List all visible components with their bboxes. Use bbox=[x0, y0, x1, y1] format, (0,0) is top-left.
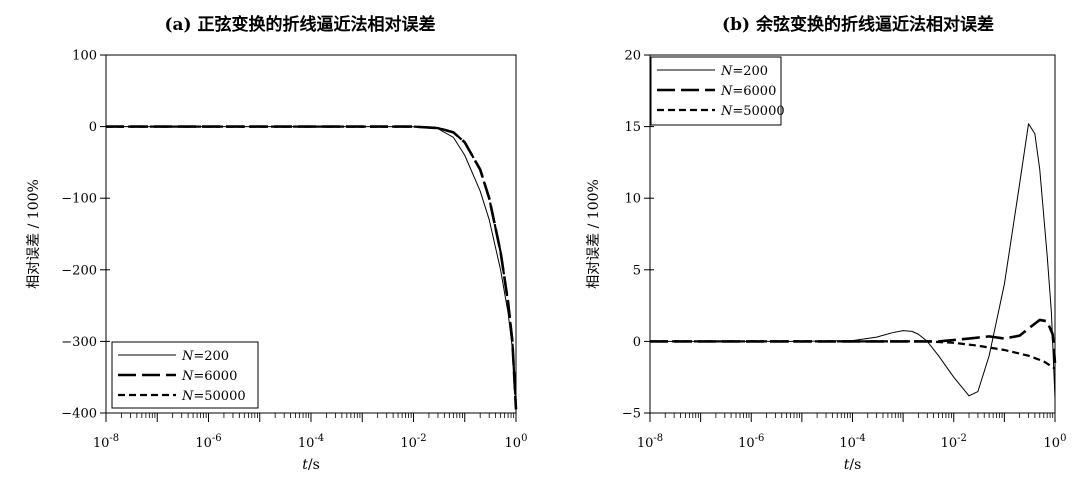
x-tick-label: 10-6 bbox=[195, 433, 221, 451]
y-tick-label: 10 bbox=[624, 192, 641, 207]
legend-label: N=50000 bbox=[181, 389, 246, 404]
x-tick-label: 10-6 bbox=[738, 433, 764, 451]
series-line-n-50000 bbox=[106, 125, 518, 410]
legend-label: N=200 bbox=[720, 64, 768, 79]
chart-b: (b) 余弦变换的折线逼近法相对误差 20 15 10 5 0 −5 10-8 10-6 10-4… bbox=[586, 14, 1066, 473]
chart-a: (a) 正弦变换的折线逼近法相对误差 100 0 −100 −200 −300 −400 10… bbox=[26, 14, 527, 473]
y-tick-label: −100 bbox=[61, 192, 97, 207]
y-tick-label: 0 bbox=[633, 335, 641, 350]
x-axis-label: t/s bbox=[302, 457, 320, 473]
series-line-n-6000 bbox=[650, 318, 1057, 363]
x-axis-label: t/s bbox=[844, 457, 862, 473]
x-tick-label: 10-2 bbox=[400, 433, 426, 451]
legend-label: N=200 bbox=[181, 349, 229, 364]
y-axis-label: 相对误差 / 100% bbox=[586, 179, 602, 289]
y-tick-label: 15 bbox=[624, 120, 641, 135]
x-tick-label: 100 bbox=[1044, 433, 1067, 451]
y-axis-label: 相对误差 / 100% bbox=[26, 179, 42, 289]
series-line-n-50000 bbox=[650, 340, 1056, 370]
y-tick-label: 100 bbox=[72, 49, 97, 64]
y-tick-label: −200 bbox=[61, 263, 97, 278]
chart-title: (b) 余弦变换的折线逼近法相对误差 bbox=[722, 14, 994, 35]
x-tick-label: 10-4 bbox=[839, 433, 865, 451]
y-tick-label: 0 bbox=[89, 120, 97, 135]
legend-label: N=6000 bbox=[181, 369, 237, 384]
x-tick-label: 10-2 bbox=[941, 433, 967, 451]
x-tick-label: 10-4 bbox=[298, 433, 324, 451]
legend-box bbox=[111, 341, 259, 409]
y-tick-label: 20 bbox=[624, 49, 641, 64]
y-tick-label: −300 bbox=[61, 335, 97, 350]
series-line-n-200 bbox=[650, 123, 1056, 399]
x-tick-label: 10-8 bbox=[637, 433, 663, 451]
y-tick-label: 5 bbox=[633, 263, 641, 278]
x-tick-label: 10-8 bbox=[93, 433, 119, 451]
chart-title: (a) 正弦变换的折线逼近法相对误差 bbox=[164, 14, 435, 35]
legend-label: N=6000 bbox=[720, 84, 776, 99]
y-tick-label: −400 bbox=[61, 407, 97, 422]
x-tick-label: 100 bbox=[505, 433, 528, 451]
y-tick-label: −5 bbox=[622, 407, 641, 422]
legend-label: N=50000 bbox=[720, 104, 785, 119]
